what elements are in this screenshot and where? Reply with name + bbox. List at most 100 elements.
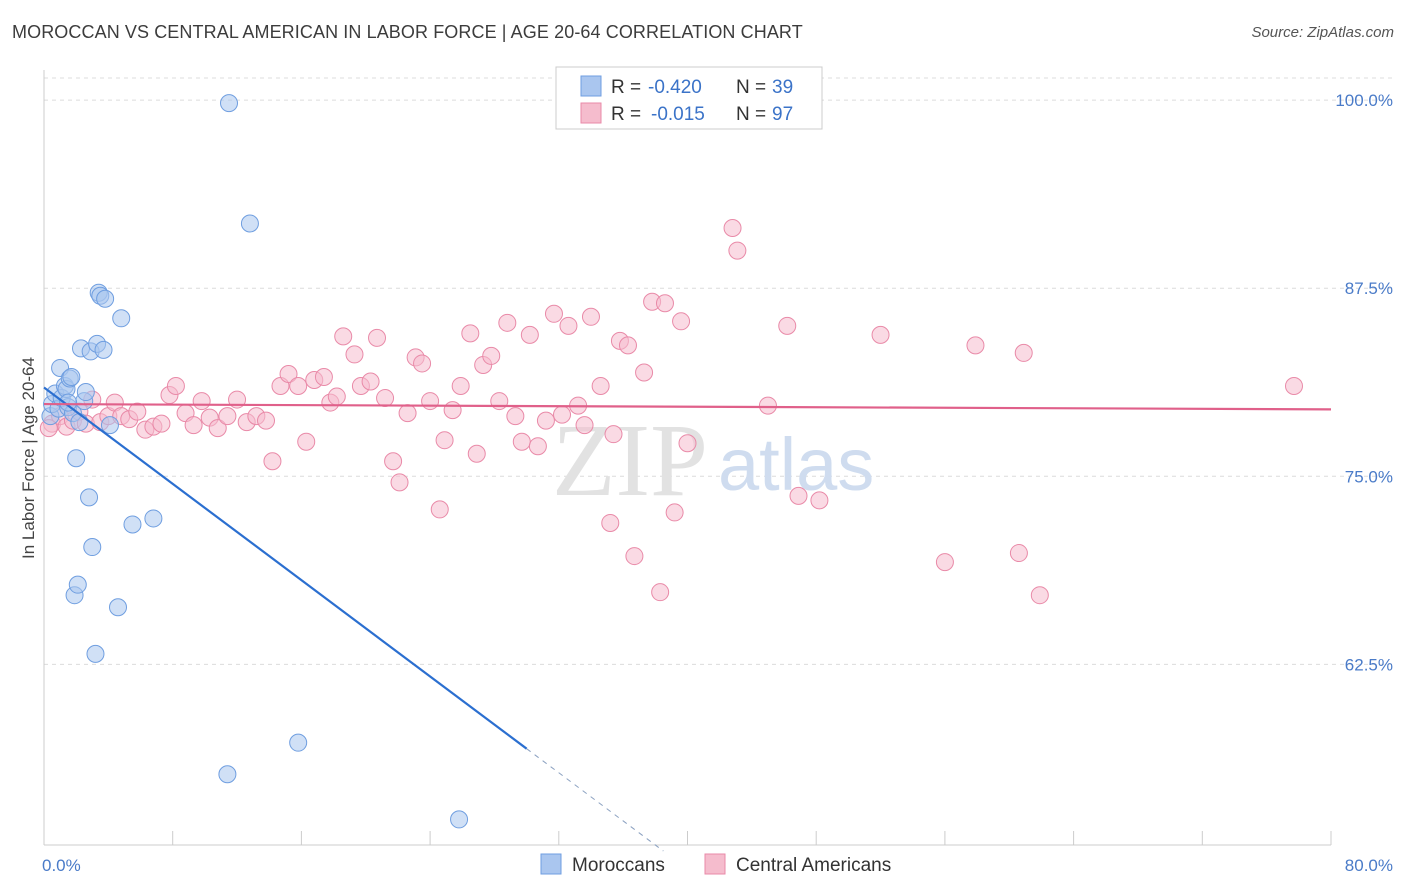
central-american-point-19: [184, 416, 203, 435]
central-american-point-44: [390, 473, 409, 492]
central-americans-points: [39, 219, 1303, 605]
central-american-point-75: [625, 547, 644, 566]
legend-swatch-pink: [580, 102, 602, 124]
moroccan-point-33: [220, 94, 239, 113]
central-americans-trend-line: [43, 402, 1332, 411]
central-american-point-40: [361, 372, 380, 391]
legend-r-value-2: -0.015: [651, 104, 705, 125]
central-american-point-61: [520, 325, 539, 344]
central-american-point-90: [935, 553, 954, 572]
central-american-point-49: [430, 500, 449, 519]
moroccans-trend-line: [43, 386, 528, 750]
central-american-point-88: [810, 491, 829, 510]
central-american-point-72: [604, 425, 623, 444]
moroccan-point-14: [68, 575, 87, 594]
central-american-point-63: [536, 411, 555, 430]
moroccan-point-29: [109, 598, 128, 617]
central-american-point-79: [655, 294, 674, 313]
y-tick-label-2: 87.5%: [1345, 279, 1393, 298]
central-american-point-74: [618, 336, 637, 355]
central-american-point-89: [871, 325, 890, 344]
chart-title: MOROCCAN VS CENTRAL AMERICAN IN LABOR FO…: [12, 22, 803, 42]
central-american-point-70: [591, 377, 610, 396]
trend-lines: [43, 386, 1332, 852]
central-american-point-84: [728, 241, 747, 260]
watermark: ZIP atlas: [552, 403, 874, 518]
moroccan-point-38: [59, 393, 78, 412]
central-american-point-42: [376, 389, 395, 408]
central-american-point-69: [581, 307, 600, 326]
central-american-point-94: [1030, 586, 1049, 605]
moroccans-points: [41, 94, 469, 829]
central-american-point-15: [152, 414, 171, 433]
moroccan-point-37: [450, 810, 469, 829]
central-american-point-31: [289, 377, 308, 396]
x-tick-labels: 0.0% 80.0%: [42, 856, 1393, 875]
y-tick-label-3: 100.0%: [1335, 91, 1393, 110]
y-tick-labels: 62.5% 75.0% 87.5% 100.0%: [1335, 91, 1393, 674]
x-tick-label-max: 80.0%: [1345, 856, 1393, 875]
central-american-point-23: [218, 407, 237, 426]
central-american-point-22: [208, 419, 227, 438]
legend-r-label-2: R =: [611, 104, 641, 125]
central-american-point-66: [559, 316, 578, 335]
central-american-point-50: [435, 431, 454, 450]
bottom-legend-swatch-central-americans: [704, 853, 726, 875]
moroccan-point-10: [62, 367, 81, 386]
correlation-legend: R = -0.420 N = 39 R = -0.015 N = 97: [555, 66, 823, 130]
central-american-point-45: [398, 404, 417, 423]
central-american-point-71: [601, 513, 620, 532]
legend-n-value-1: 39: [772, 77, 793, 98]
central-american-point-54: [467, 444, 486, 463]
central-american-point-65: [553, 405, 572, 424]
moroccan-point-22: [86, 644, 105, 663]
central-american-point-58: [498, 313, 517, 332]
central-american-point-85: [758, 396, 777, 415]
bottom-legend-moroccans: Moroccans: [572, 855, 665, 876]
moroccan-point-35: [218, 765, 237, 784]
y-tick-label-1: 75.0%: [1345, 467, 1393, 486]
moroccan-point-21: [83, 538, 102, 557]
central-american-point-86: [789, 486, 808, 505]
central-american-point-36: [327, 387, 346, 406]
central-american-point-12: [128, 402, 147, 421]
bottom-legend-swatch-moroccans: [540, 853, 562, 875]
moroccan-point-30: [112, 309, 131, 328]
central-american-point-68: [575, 416, 594, 435]
series-legend: Moroccans Central Americans: [540, 853, 891, 876]
legend-n-label-1: N =: [736, 77, 766, 98]
bottom-legend-central-americans: Central Americans: [736, 855, 891, 876]
central-american-point-62: [528, 437, 547, 456]
central-american-point-80: [665, 503, 684, 522]
source-label: Source: ZipAtlas.com: [1251, 24, 1394, 41]
central-american-point-38: [345, 345, 364, 364]
moroccans-trend-extension: [526, 748, 664, 852]
moroccan-point-27: [96, 289, 115, 308]
grid-lines: [44, 77, 1394, 665]
moroccan-point-13: [67, 449, 86, 468]
central-american-point-34: [314, 367, 333, 386]
central-american-point-56: [482, 346, 501, 365]
moroccan-point-18: [76, 383, 95, 402]
central-american-point-53: [461, 324, 480, 343]
moroccan-point-26: [94, 340, 113, 359]
central-american-point-76: [635, 363, 654, 382]
central-american-point-93: [1014, 343, 1033, 362]
central-american-point-78: [651, 583, 670, 602]
legend-swatch-blue: [580, 75, 602, 97]
legend-r-label-1: R =: [611, 77, 641, 98]
central-american-point-48: [421, 392, 440, 411]
y-axis-title: In Labor Force | Age 20-64: [19, 357, 38, 559]
central-american-point-81: [672, 312, 691, 331]
central-american-point-28: [263, 452, 282, 471]
legend-n-label-2: N =: [736, 104, 766, 125]
central-american-point-17: [166, 377, 185, 396]
moroccan-point-31: [123, 515, 142, 534]
moroccan-point-19: [80, 488, 99, 507]
central-american-point-27: [257, 411, 276, 430]
y-tick-label-0: 62.5%: [1345, 655, 1393, 674]
moroccan-point-15: [70, 413, 89, 432]
central-american-point-87: [778, 316, 797, 335]
central-american-point-60: [512, 432, 531, 451]
